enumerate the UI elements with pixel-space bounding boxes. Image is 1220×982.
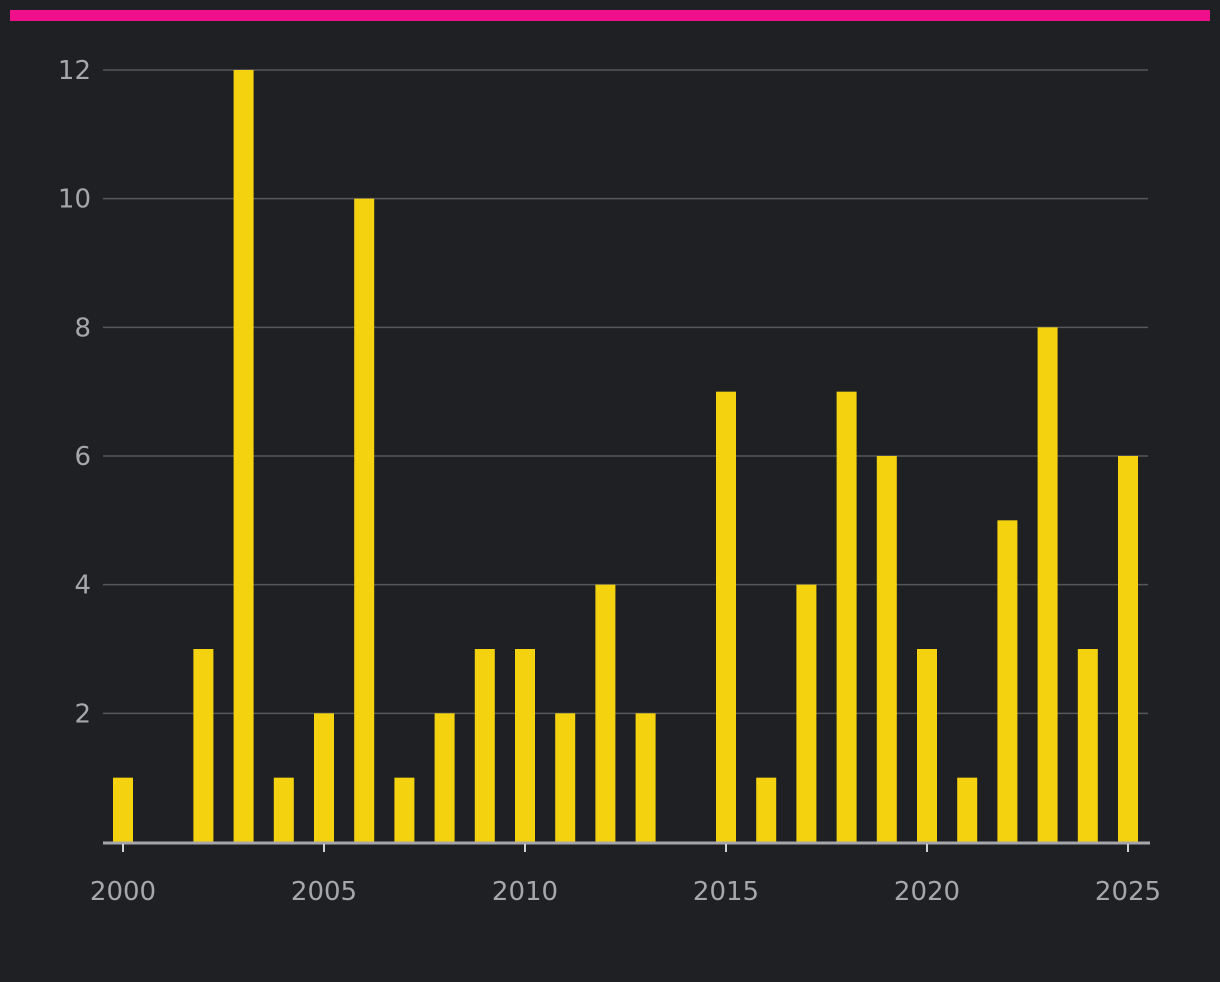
bar-2005 <box>314 713 334 842</box>
bar-2010 <box>515 649 535 842</box>
gridlines <box>103 69 1148 715</box>
bar-2012 <box>595 584 616 842</box>
bar-2009 <box>474 649 495 842</box>
bar-2019 <box>876 456 897 842</box>
x-tick-label-2025: 2025 <box>1095 877 1161 907</box>
bar-2011 <box>555 713 576 842</box>
y-axis-tick-labels: 2 4 6 8 10 12 <box>58 56 91 729</box>
x-tick-label-2005: 2005 <box>291 877 357 907</box>
bar-2017 <box>796 584 817 842</box>
bar-2015 <box>716 391 736 842</box>
bar-2025 <box>1118 456 1138 842</box>
bar-2018 <box>836 391 857 842</box>
bar-2021 <box>957 777 978 842</box>
bar-2003 <box>233 70 254 842</box>
accent-bar <box>10 10 1210 21</box>
x-tick-label-2010: 2010 <box>492 877 558 907</box>
bar-2004 <box>273 777 294 842</box>
y-tick-label-2: 2 <box>74 699 91 729</box>
bar-2022 <box>997 520 1018 842</box>
x-axis <box>103 841 1150 852</box>
y-tick-label-8: 8 <box>74 313 91 343</box>
bar-2000 <box>113 777 133 842</box>
y-tick-label-6: 6 <box>74 442 91 472</box>
bar-2016 <box>756 777 777 842</box>
bars <box>113 70 1138 842</box>
bar-2008 <box>434 713 455 842</box>
bar-2006 <box>354 198 375 842</box>
bar-2024 <box>1077 649 1098 842</box>
bar-2023 <box>1037 327 1058 842</box>
y-tick-label-12: 12 <box>58 56 91 86</box>
x-tick-label-2000: 2000 <box>90 877 156 907</box>
y-tick-label-4: 4 <box>74 571 91 601</box>
bar-2013 <box>635 713 656 842</box>
bar-2007 <box>394 777 415 842</box>
y-tick-label-10: 10 <box>58 185 91 215</box>
x-axis-tick-labels: 2000 2005 2010 2015 2020 2025 <box>90 877 1161 907</box>
bar-2002 <box>193 649 214 842</box>
x-tick-label-2020: 2020 <box>894 877 960 907</box>
x-tick-label-2015: 2015 <box>693 877 759 907</box>
bar-2020 <box>917 649 937 842</box>
